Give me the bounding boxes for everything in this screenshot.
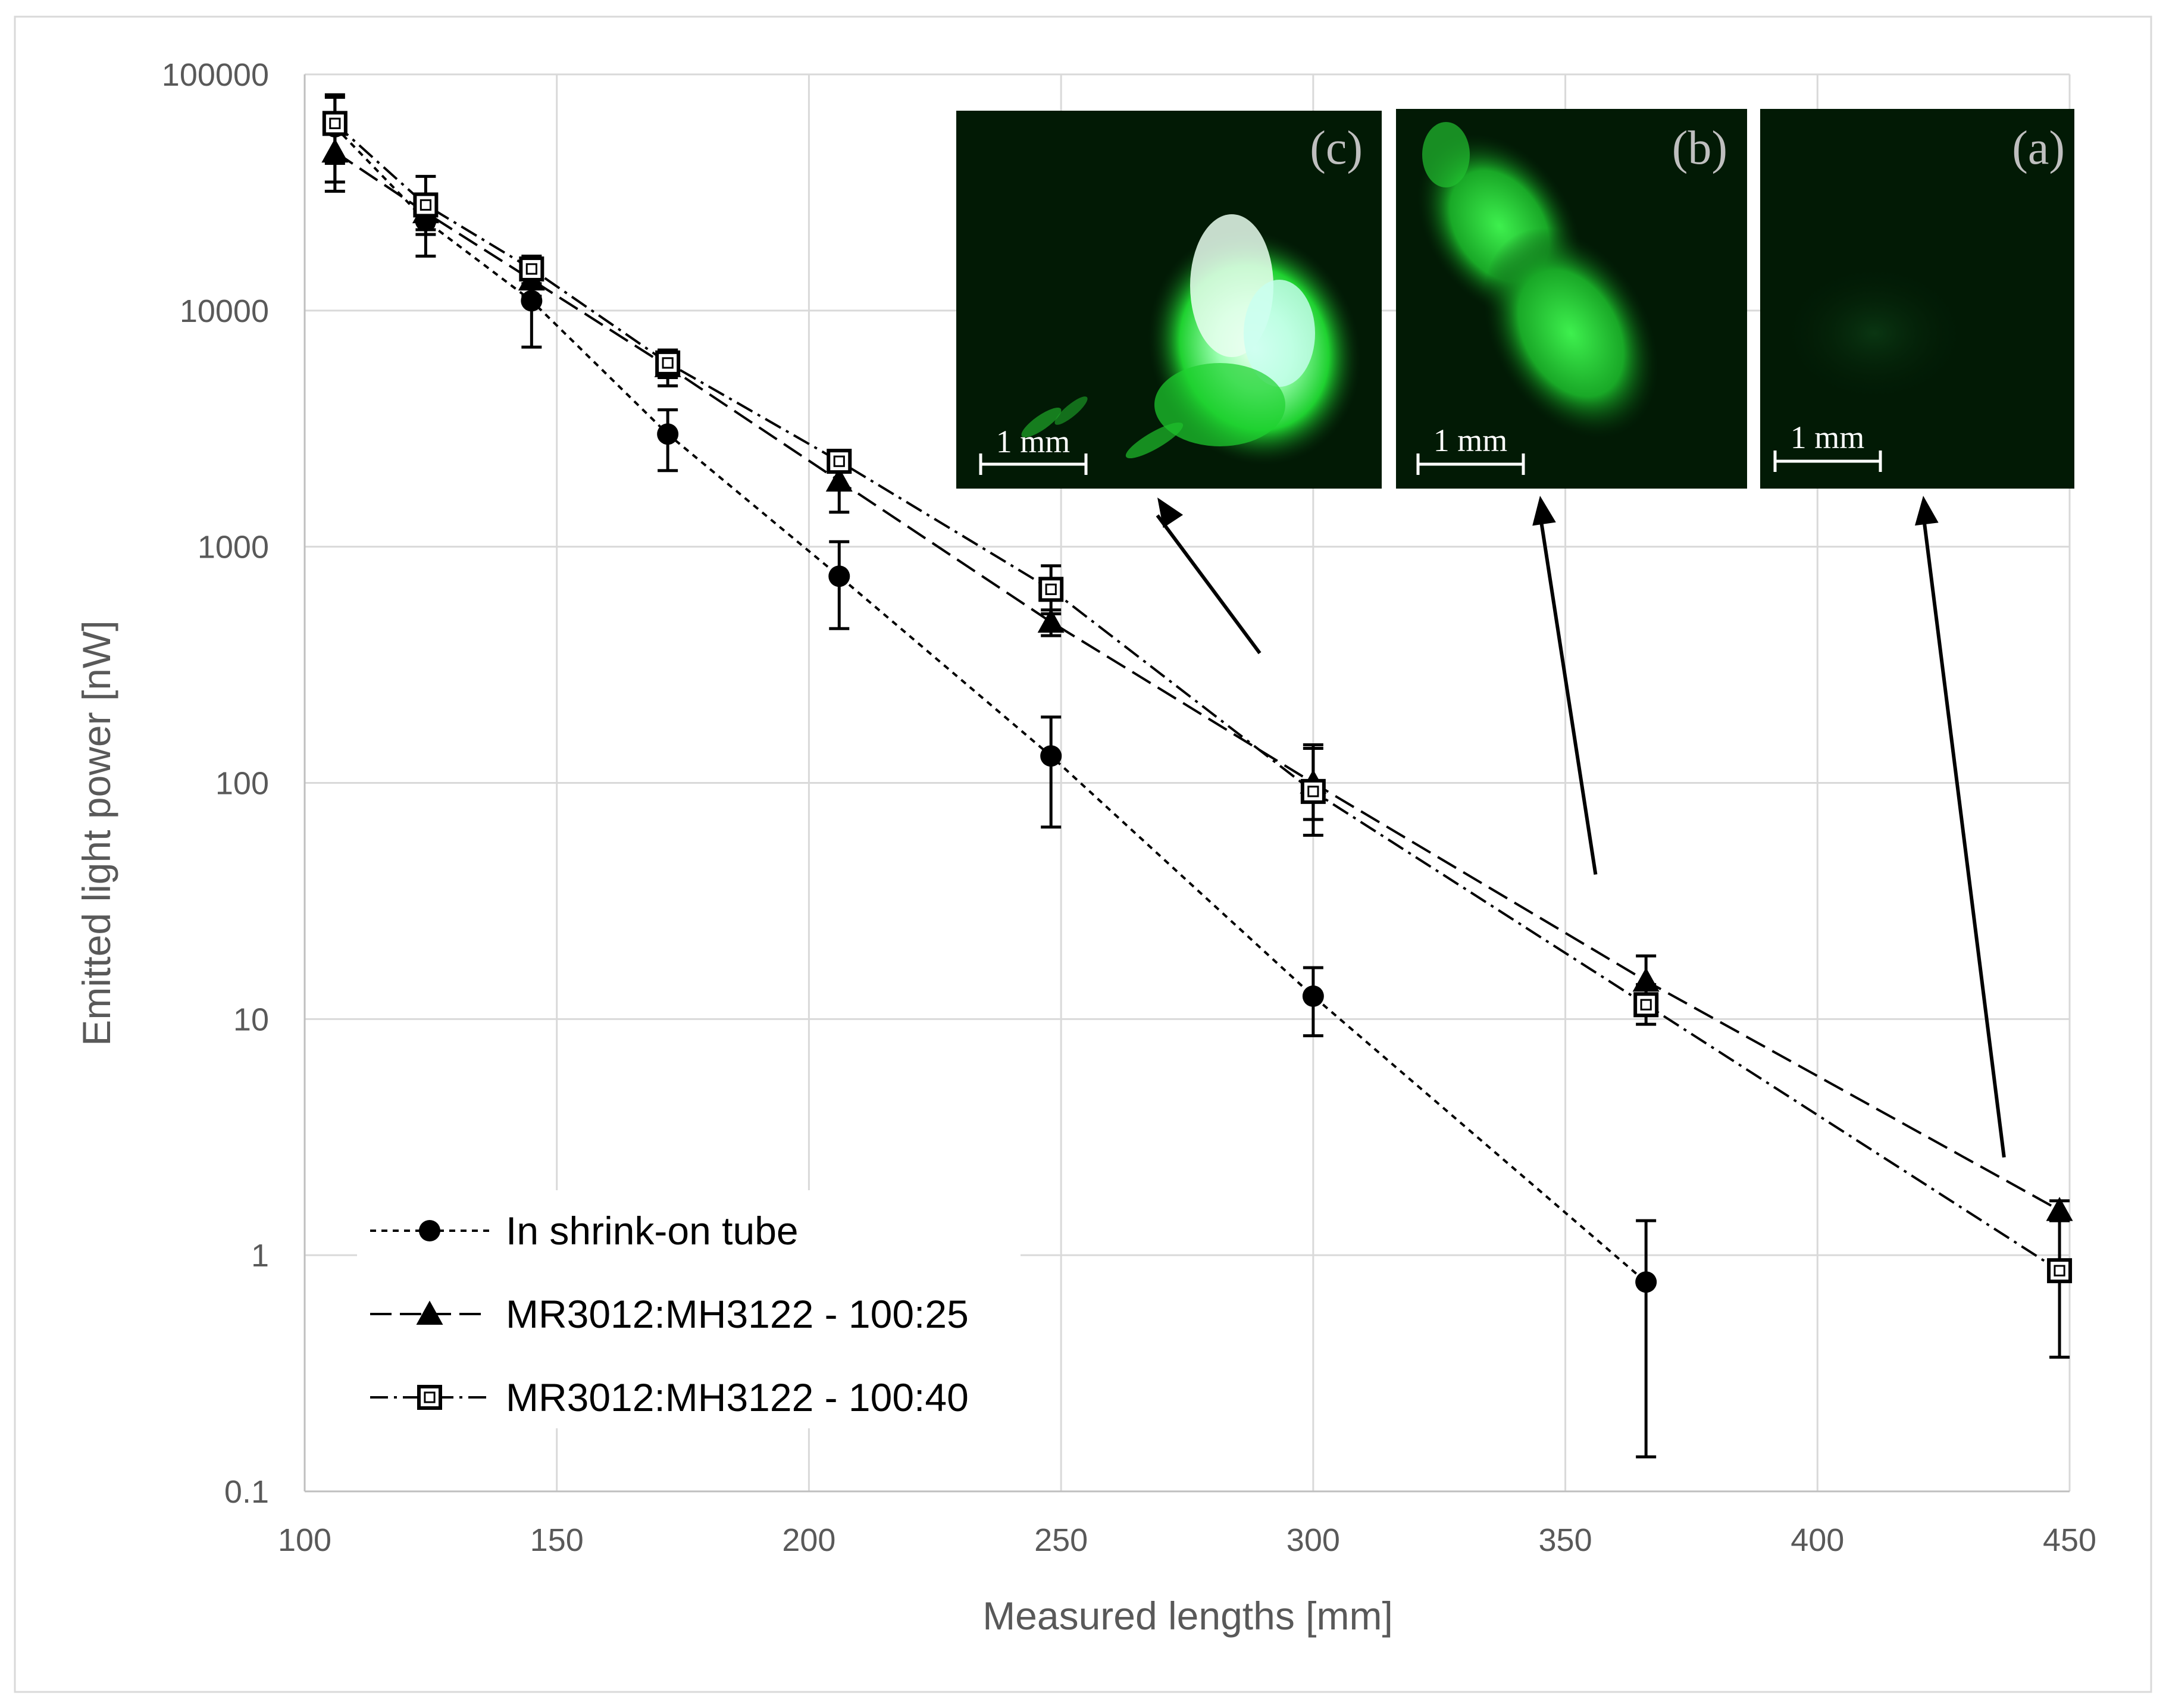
series-layer — [321, 93, 2073, 1459]
data-point — [2046, 1197, 2073, 1221]
data-point-inner — [662, 357, 674, 369]
data-point — [1300, 778, 1326, 804]
y-tick-label: 100000 — [162, 57, 269, 93]
data-point-inner — [525, 263, 537, 275]
y-tick-label: 1000 — [198, 530, 269, 565]
inset-a-scale-bar — [1773, 451, 1882, 472]
y-tick-label: 10000 — [180, 293, 269, 329]
inset-a-glow — [1779, 262, 1970, 405]
inset-b-micrograph: (b) 1 mm — [1396, 109, 1747, 489]
legend-marker-inner — [424, 1391, 436, 1403]
data-point — [1038, 577, 1064, 602]
series-1-line — [334, 126, 1647, 1283]
y-tick-label: 1 — [251, 1238, 269, 1274]
x-tick-label: 400 — [1791, 1522, 1844, 1558]
x-tick-label: 100 — [278, 1522, 331, 1558]
data-point — [657, 423, 679, 445]
data-point — [1635, 1271, 1657, 1293]
arrow-a-shaft — [1921, 513, 2006, 1158]
data-point-inner — [2054, 1265, 2065, 1277]
inset-a-label: (a) — [2012, 122, 2065, 174]
series-3-line — [334, 122, 2061, 1272]
inset-b-scale-label: 1 mm — [1433, 423, 1508, 458]
series-3 — [322, 93, 2073, 1359]
series-1 — [324, 95, 1657, 1459]
arrow-b-shaft — [1538, 513, 1598, 875]
inset-c-label: (c) — [1310, 122, 1363, 174]
x-tick-label: 150 — [530, 1522, 584, 1558]
inset-c-glow — [1021, 214, 1361, 465]
legend-marker — [416, 1300, 443, 1325]
inset-c-scale-bar — [979, 453, 1088, 475]
legend-marker — [419, 1220, 440, 1241]
legend-label: MR3012:MH3122 - 100:25 — [506, 1292, 969, 1336]
data-point — [1302, 985, 1324, 1007]
y-tick-label: 100 — [215, 766, 269, 802]
annotation-arrows — [1156, 496, 2006, 1158]
y-axis-title: Emitted light power [nW] — [74, 620, 118, 1046]
legend-label: In shrink-on tube — [506, 1209, 799, 1253]
data-point — [828, 565, 850, 587]
x-tick-label: 350 — [1539, 1522, 1592, 1558]
data-point-inner — [329, 117, 341, 129]
axes — [303, 74, 2070, 1493]
arrow-c-shaft — [1156, 514, 1262, 655]
arrow-c-head — [1157, 498, 1184, 528]
arrow-a-head — [1914, 496, 1939, 526]
x-tick-label: 450 — [2043, 1522, 2096, 1558]
data-point-inner — [420, 199, 431, 211]
tick-labels: 100 150 200 250 300 350 400 450 0.1 1 10 100 1000 100… — [162, 57, 2096, 1558]
x-axis-title: Measured lengths [mm] — [982, 1594, 1393, 1638]
inset-b-glow — [1417, 122, 1659, 439]
y-tick-label: 10 — [233, 1002, 269, 1037]
data-point — [322, 111, 348, 136]
legend-label: MR3012:MH3122 - 100:40 — [506, 1375, 969, 1419]
x-tick-label: 300 — [1287, 1522, 1340, 1558]
data-point-inner — [1045, 583, 1057, 595]
data-point-inner — [833, 455, 845, 467]
data-point — [1037, 608, 1065, 633]
legend: In shrink-on tube MR3012:MH3122 - 100:25 M… — [357, 1190, 1021, 1428]
x-tick-label: 250 — [1034, 1522, 1088, 1558]
inset-a-micrograph: (a) 1 mm — [1760, 109, 2074, 489]
data-point-inner — [1307, 786, 1319, 797]
data-point — [413, 192, 439, 218]
data-point — [825, 467, 853, 492]
inset-a-scale-label: 1 mm — [1791, 420, 1865, 455]
inset-b-scale-bar — [1416, 453, 1525, 475]
data-point-inner — [1640, 999, 1652, 1011]
inset-b-label: (b) — [1672, 122, 1727, 174]
arrow-b-head — [1532, 496, 1556, 526]
inset-c-scale-label: 1 mm — [996, 424, 1071, 459]
y-tick-label: 0.1 — [224, 1474, 269, 1510]
inset-c-micrograph: (c) 1 mm — [956, 111, 1382, 489]
x-tick-label: 200 — [782, 1522, 835, 1558]
data-point — [1040, 745, 1062, 767]
